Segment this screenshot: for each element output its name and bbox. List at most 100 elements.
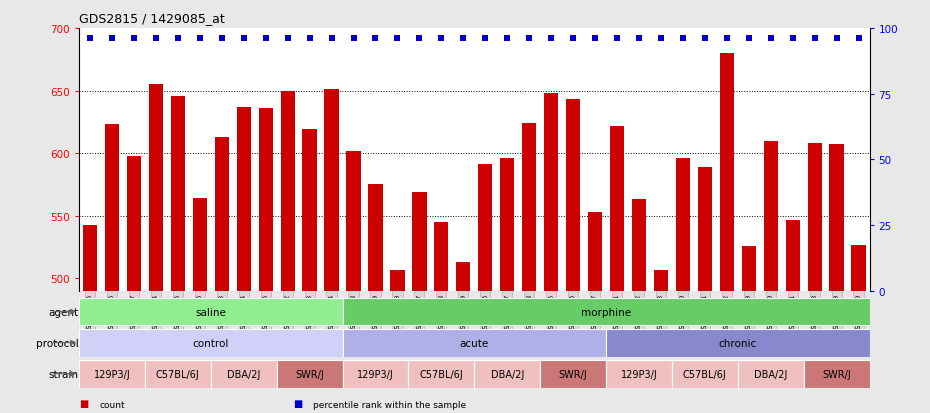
- Point: [851, 36, 866, 43]
- Bar: [408, 360, 474, 388]
- Text: C57BL/6J: C57BL/6J: [683, 369, 726, 379]
- Bar: [807, 144, 822, 291]
- Text: saline: saline: [195, 307, 226, 317]
- Text: 129P3/J: 129P3/J: [357, 369, 394, 379]
- Bar: [676, 159, 690, 291]
- Point: [456, 36, 471, 43]
- Bar: [105, 125, 119, 291]
- Bar: [346, 151, 361, 291]
- Text: 129P3/J: 129P3/J: [620, 369, 658, 379]
- Point: [764, 36, 778, 43]
- Bar: [193, 199, 207, 291]
- Text: 129P3/J: 129P3/J: [94, 369, 130, 379]
- Point: [390, 36, 405, 43]
- Bar: [804, 360, 870, 388]
- Point: [675, 36, 690, 43]
- Bar: [737, 360, 804, 388]
- Bar: [412, 192, 427, 291]
- Point: [785, 36, 800, 43]
- Point: [259, 36, 273, 43]
- Bar: [544, 94, 558, 291]
- Point: [434, 36, 449, 43]
- Bar: [79, 329, 342, 357]
- Bar: [79, 360, 145, 388]
- Bar: [236, 107, 251, 291]
- Bar: [764, 141, 777, 291]
- Text: acute: acute: [459, 338, 489, 348]
- Text: ■: ■: [293, 398, 302, 408]
- Bar: [342, 298, 870, 326]
- Bar: [671, 360, 737, 388]
- Bar: [500, 159, 514, 291]
- Bar: [126, 156, 141, 291]
- Bar: [654, 270, 668, 291]
- Point: [654, 36, 669, 43]
- Bar: [830, 145, 844, 291]
- Text: DBA/2J: DBA/2J: [227, 369, 260, 379]
- Bar: [171, 96, 185, 291]
- Point: [698, 36, 712, 43]
- Text: SWR/J: SWR/J: [295, 369, 324, 379]
- Bar: [145, 360, 211, 388]
- Text: protocol: protocol: [36, 338, 79, 348]
- Bar: [259, 109, 272, 291]
- Bar: [720, 54, 734, 291]
- Bar: [540, 360, 606, 388]
- Bar: [478, 165, 492, 291]
- Text: count: count: [100, 400, 126, 409]
- Point: [631, 36, 646, 43]
- Text: control: control: [193, 338, 229, 348]
- Text: SWR/J: SWR/J: [822, 369, 851, 379]
- Point: [280, 36, 295, 43]
- Bar: [368, 185, 382, 291]
- Text: ■: ■: [79, 398, 88, 408]
- Bar: [698, 168, 712, 291]
- Bar: [522, 124, 537, 291]
- Text: SWR/J: SWR/J: [559, 369, 588, 379]
- Point: [346, 36, 361, 43]
- Point: [807, 36, 822, 43]
- Point: [126, 36, 141, 43]
- Point: [325, 36, 339, 43]
- Point: [741, 36, 756, 43]
- Text: C57BL/6J: C57BL/6J: [156, 369, 200, 379]
- Point: [236, 36, 251, 43]
- Bar: [588, 212, 603, 291]
- Bar: [215, 138, 229, 291]
- Bar: [211, 360, 277, 388]
- Bar: [149, 85, 163, 291]
- Text: morphine: morphine: [581, 307, 631, 317]
- Point: [565, 36, 580, 43]
- Point: [214, 36, 229, 43]
- Point: [83, 36, 98, 43]
- Text: percentile rank within the sample: percentile rank within the sample: [313, 400, 467, 409]
- Point: [302, 36, 317, 43]
- Bar: [342, 329, 606, 357]
- Point: [720, 36, 735, 43]
- Bar: [281, 91, 295, 291]
- Point: [478, 36, 493, 43]
- Bar: [302, 130, 317, 291]
- Point: [499, 36, 514, 43]
- Text: agent: agent: [48, 307, 79, 317]
- Bar: [457, 262, 471, 291]
- Text: DBA/2J: DBA/2J: [490, 369, 524, 379]
- Bar: [606, 329, 870, 357]
- Bar: [741, 246, 756, 291]
- Bar: [434, 223, 448, 291]
- Bar: [631, 200, 646, 291]
- Text: GDS2815 / 1429085_at: GDS2815 / 1429085_at: [79, 12, 225, 25]
- Bar: [610, 126, 624, 291]
- Bar: [474, 360, 540, 388]
- Point: [104, 36, 119, 43]
- Text: strain: strain: [48, 369, 79, 379]
- Bar: [325, 90, 339, 291]
- Bar: [852, 245, 866, 291]
- Bar: [277, 360, 342, 388]
- Point: [544, 36, 559, 43]
- Bar: [606, 360, 671, 388]
- Point: [588, 36, 603, 43]
- Bar: [342, 360, 408, 388]
- Bar: [79, 298, 342, 326]
- Bar: [786, 220, 800, 291]
